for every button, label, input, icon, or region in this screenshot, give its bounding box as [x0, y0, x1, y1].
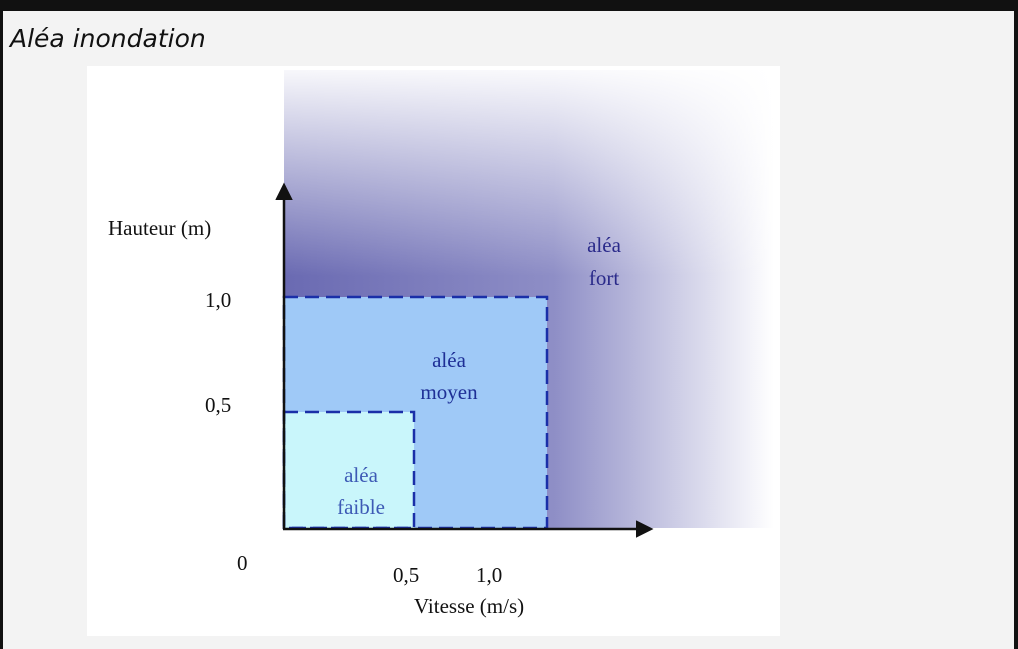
- zone-fort-label-line1: aléa: [587, 233, 621, 257]
- y-axis-label: Hauteur (m): [108, 216, 211, 240]
- zone-moyen-label-line1: aléa: [432, 348, 466, 372]
- frame-right-border: [1014, 11, 1018, 649]
- x-tick-1-0: 1,0: [476, 563, 502, 587]
- zone-faible: [284, 412, 414, 528]
- origin-label: 0: [237, 551, 248, 575]
- zone-faible-label-line1: aléa: [344, 463, 378, 487]
- zone-faible-label-line2: faible: [337, 495, 385, 519]
- zone-fort-label-line2: fort: [589, 266, 619, 290]
- top-border-bar: [0, 0, 1018, 11]
- x-axis-label: Vitesse (m/s): [414, 594, 524, 618]
- x-tick-0-5: 0,5: [393, 563, 419, 587]
- page-title: Aléa inondation: [10, 24, 206, 53]
- y-tick-0-5: 0,5: [205, 393, 231, 417]
- frame-left-border: [0, 11, 3, 649]
- y-tick-1-0: 1,0: [205, 288, 231, 312]
- zone-moyen-label-line2: moyen: [420, 380, 478, 404]
